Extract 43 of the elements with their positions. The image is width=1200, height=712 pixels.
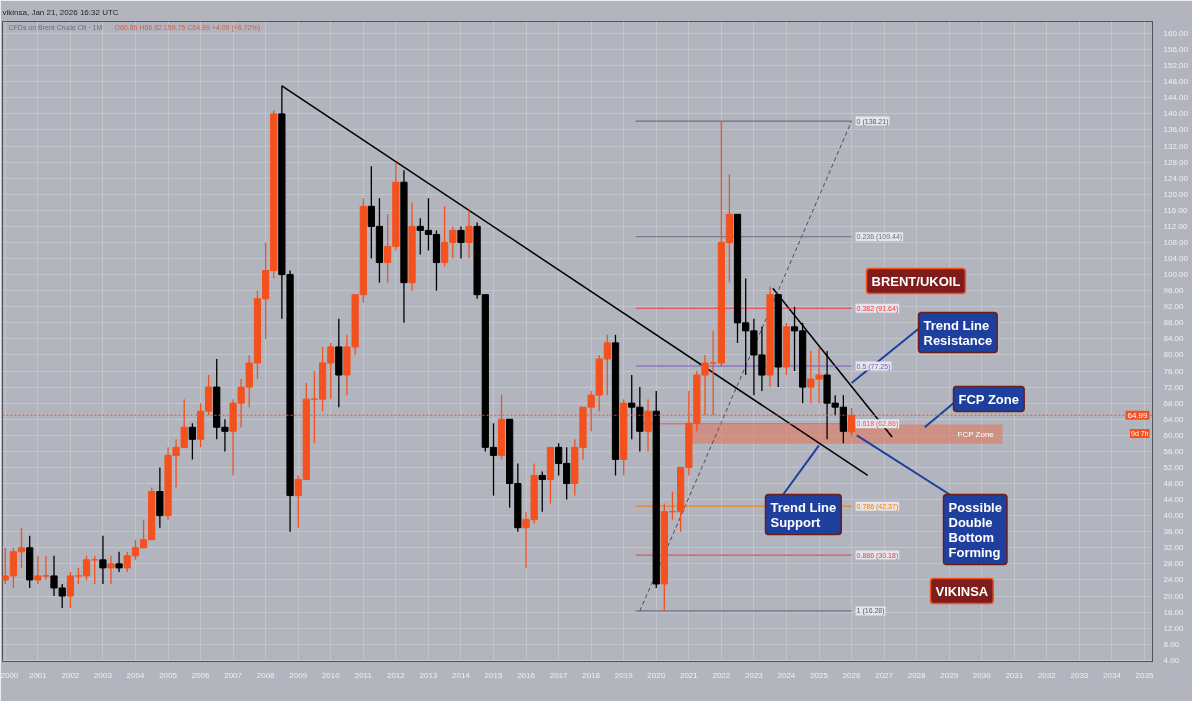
x-tick-label: 2034: [1103, 670, 1122, 680]
y-tick-label: 132.00: [1163, 141, 1189, 151]
annotation: FCP Zone: [958, 391, 1019, 407]
candlestick: [115, 551, 123, 573]
y-tick-label: 124.00: [1163, 173, 1189, 183]
x-tick-label: 2013: [419, 670, 438, 680]
x-tick-label: 2015: [484, 670, 503, 680]
band-label: FCP Zone: [957, 429, 995, 439]
y-tick-label: 104.00: [1163, 254, 1189, 264]
annotation: VIKINSA: [935, 583, 989, 599]
x-tick-label: 2022: [712, 670, 731, 680]
x-tick-label: 2024: [777, 670, 796, 680]
text: vikinsa, Jan 21, 2026 16:32 UTC: [2, 7, 119, 17]
x-tick-label: 2031: [1005, 670, 1024, 680]
x-tick-label: 2033: [1070, 670, 1089, 680]
y-tick-label: 48.00: [1163, 479, 1185, 489]
candlestick: [99, 535, 107, 585]
y-tick-label: 20.00: [1163, 591, 1185, 601]
y-tick-label: 40.00: [1163, 511, 1185, 521]
y-tick-label: 28.00: [1163, 559, 1185, 569]
x-tick-label: 2028: [907, 670, 927, 680]
y-tick-label: 152.00: [1163, 61, 1189, 71]
candlestick: [91, 555, 99, 585]
x-tick-label: 2000: [0, 670, 19, 680]
annotation: BRENT/UKOIL: [871, 273, 961, 289]
candlestick: [457, 225, 465, 260]
ref-line-label: 64.99: [1127, 410, 1149, 420]
x-tick-label: 2004: [126, 670, 145, 680]
candlestick: [107, 555, 115, 585]
y-tick-label: 24.00: [1163, 575, 1185, 585]
annotation: Trend Line Resistance: [923, 317, 993, 348]
candlestick: [188, 422, 197, 461]
x-tick-label: 2002: [61, 670, 80, 680]
y-tick-label: 4.00: [1163, 655, 1180, 665]
y-tick-label: 44.00: [1163, 495, 1185, 505]
candlestick: [465, 209, 473, 260]
x-tick-label: 2026: [842, 670, 862, 680]
x-tick-label: 2035: [1135, 670, 1154, 680]
candlestick: [538, 470, 546, 513]
y-tick-label: 144.00: [1163, 93, 1189, 103]
annotation: Possible Double Bottom Forming: [948, 499, 1002, 560]
x-tick-label: 2014: [452, 670, 471, 680]
annotation: Trend Line Support: [770, 499, 837, 530]
